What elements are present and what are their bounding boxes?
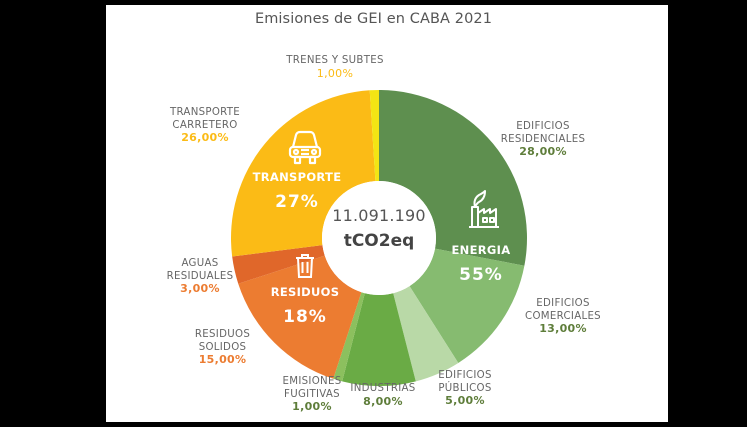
label-edificios-residenciales: EDIFICIOS RESIDENCIALES 28,00% <box>500 121 586 158</box>
slice-edificios-comerciales <box>409 248 525 363</box>
slice-residuos-solidos <box>238 255 362 379</box>
chart-title: Emisiones de GEI en CABA 2021 <box>254 11 493 27</box>
slice-edificios-p-blicos <box>393 286 459 382</box>
slice-trenes-y-subtes <box>369 90 379 182</box>
label-transporte-carretero: TRANSPORTE CARRETERO 26,00% <box>169 107 241 144</box>
slice-transporte-carretero <box>231 90 376 257</box>
label-aguas-residuales: AGUAS RESIDUALES 3,00% <box>166 258 234 295</box>
factory-icon <box>469 190 499 228</box>
trash-icon <box>296 254 314 278</box>
label-residuos-solidos: RESIDUOS SOLIDOS 15,00% <box>194 329 251 366</box>
label-edificios-publicos: EDIFICIOS PÚBLICOS 5,00% <box>438 370 492 407</box>
total-unit: tCO2eq <box>343 231 415 251</box>
center-total: 11.091.190 tCO2eq <box>329 206 429 251</box>
group-residuos: RESIDUOS 18% <box>270 285 340 327</box>
label-industrias: INDUSTRIAS 8,00% <box>350 383 416 408</box>
label-edificios-comerciales: EDIFICIOS COMERCIALES 13,00% <box>525 298 601 335</box>
car-icon <box>288 130 322 165</box>
label-trenes-y-subtes: TRENES Y SUBTES 1,00% <box>286 55 384 80</box>
slice-emisiones-fugitivas <box>333 292 365 382</box>
group-energia: ENERGIA 55% <box>451 243 511 285</box>
label-emisiones-fugitivas: EMISIONES FUGITIVAS 1,00% <box>282 376 342 413</box>
donut-hole <box>322 181 436 295</box>
group-transporte: TRANSPORTE 27% <box>252 170 342 212</box>
total-value: 11.091.190 <box>332 206 426 225</box>
slice-industrias <box>342 293 416 387</box>
